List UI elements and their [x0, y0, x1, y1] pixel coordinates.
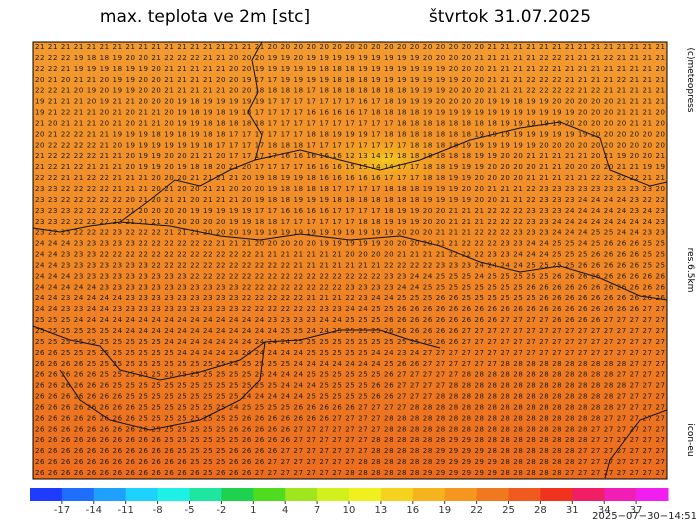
grid-row: 20 21 22 22 21 21 19 19 19 18 19 18 19 1…	[35, 130, 665, 138]
grid-row: 26 26 26 26 26 26 26 26 26 26 26 25 25 2…	[35, 447, 665, 455]
grid-row: 26 26 25 25 25 25 25 25 25 25 25 24 24 2…	[35, 349, 665, 357]
colorbar-segment	[476, 488, 509, 501]
colorbar: -17 -14 -11 -8 -5 -2 1 4 7 10 13 16 19 22 25 28 31 34 37	[30, 488, 669, 516]
value-grid: 21 21 21 21 21 21 21 21 21 21 21 21 21 2…	[35, 43, 666, 477]
grid-row: 26 26 26 26 26 26 26 26 26 26 25 25 25 2…	[35, 436, 665, 444]
grid-row: 23 22 23 22 22 22 23 22 22 22 21 21 21 2…	[35, 229, 665, 237]
grid-row: 24 24 23 23 23 22 22 22 22 22 22 22 22 2…	[35, 251, 665, 259]
grid-row: 23 23 22 22 22 22 21 21 21 20 21 20 20 2…	[35, 185, 665, 193]
grid-row: 26 26 26 26 26 26 26 26 25 25 25 25 25 2…	[35, 414, 665, 422]
grid-row: 26 26 26 26 26 26 26 26 26 25 25 25 25 2…	[35, 425, 665, 433]
grid-row: 26 26 26 26 26 25 25 25 25 25 25 25 25 2…	[35, 371, 665, 379]
cool-area	[315, 130, 455, 190]
grid-row: 21 20 21 21 21 20 21 20 21 21 20 19 19 1…	[35, 119, 665, 127]
title: max. teplota ve 2m [stc]	[100, 7, 310, 27]
colorbar-label: 1	[250, 505, 256, 516]
colorbar-label: 16	[406, 505, 419, 516]
colorbar-label: 7	[314, 505, 320, 516]
colorbar-segment	[508, 488, 541, 501]
model: icon-eu	[685, 423, 695, 456]
colorbar-label: 22	[470, 505, 483, 516]
colorbar-label: -14	[86, 505, 102, 516]
colorbar-segment	[317, 488, 350, 501]
colorbar-label: 13	[375, 505, 388, 516]
grid-row: 24 24 24 23 23 23 23 23 22 22 22 22 22 2…	[35, 240, 665, 248]
grid-row: 19 21 21 21 20 19 21 21 20 20 20 19 18 1…	[35, 98, 665, 106]
colorbar-label: 25	[502, 505, 515, 516]
grid-row: 26 26 26 26 26 26 26 26 25 25 25 25 25 2…	[35, 403, 665, 411]
colorbar-label: 34	[598, 505, 611, 516]
colorbar-label: -2	[216, 505, 226, 516]
grid-row: 22 22 22 19 18 18 19 20 20 21 22 22 22 2…	[35, 54, 665, 62]
colorbar-segment	[349, 488, 382, 501]
grid-row: 23 23 23 22 22 22 22 21 20 20 20 20 19 1…	[35, 207, 665, 215]
colorbar-segment	[604, 488, 637, 501]
colorbar-segment	[61, 488, 95, 501]
grid-row: 25 25 25 25 25 25 25 25 25 25 24 24 24 2…	[35, 338, 665, 346]
grid-row: 22 22 21 19 19 19 18 19 19 20 21 21 21 2…	[35, 65, 665, 73]
grid-row: 19 21 22 21 21 20 21 20 21 21 20 19 18 1…	[35, 109, 665, 117]
borders	[32, 41, 668, 479]
colorbar-label: 31	[566, 505, 579, 516]
grid-row: 26 26 26 26 26 26 26 26 26 26 26 26 25 2…	[35, 458, 665, 466]
grid-row: 26 26 26 26 26 26 25 25 25 25 25 25 25 2…	[35, 382, 665, 390]
colorbar-segment	[253, 488, 286, 501]
colorbar-segment	[93, 488, 127, 501]
colorbar-label: 28	[534, 505, 547, 516]
copyright: (c)meteopress	[685, 48, 695, 113]
grid-row: 25 25 25 24 24 24 24 24 24 24 24 24 24 2…	[35, 316, 665, 324]
colorbar-label: 19	[438, 505, 451, 516]
grid-row: 21 21 21 21 21 21 21 21 21 21 21 21 21 2…	[35, 43, 665, 51]
grid-row: 23 23 22 22 22 22 22 21 21 21 20 20 20 2…	[35, 218, 665, 226]
grid-row: 21 22 22 22 22 21 21 20 19 19 20 20 21 2…	[35, 152, 665, 160]
map-frame	[32, 41, 668, 480]
grid-row: 24 24 24 23 23 23 23 23 23 23 23 23 22 2…	[35, 272, 666, 280]
grid-row: 21 22 21 22 21 21 21 20 19 19 20 19 18 1…	[35, 163, 665, 171]
colorbar-label: -17	[54, 505, 70, 516]
map-field	[33, 42, 667, 479]
grid-row: 20 21 20 21 21 20 19 19 20 20 21 21 21 2…	[35, 76, 665, 84]
colorbar-segment	[221, 488, 254, 501]
colorbar-segment	[636, 488, 669, 501]
colorbar-segment	[285, 488, 318, 501]
grid-row: 26 26 26 26 26 26 26 25 25 25 25 25 25 2…	[35, 393, 665, 401]
colorbar-segment	[412, 488, 446, 501]
colorbar-label: -11	[118, 505, 134, 516]
colorbar-segment	[572, 488, 605, 501]
grid-row: 26 26 26 26 25 25 25 25 25 25 25 25 25 2…	[35, 360, 665, 368]
grid-row: 24 24 23 23 24 24 23 23 23 23 23 23 23 2…	[35, 305, 665, 313]
grid-row: 22 22 21 20 19 20 19 19 20 20 21 21 21 2…	[35, 87, 665, 95]
colorbar-segment	[125, 488, 159, 501]
resolution: res.6.5km	[685, 248, 695, 293]
colorbar-segment	[444, 488, 478, 501]
colorbar-label: -8	[153, 505, 163, 516]
date: štvrtok 31.07.2025	[429, 7, 591, 27]
grid-row: 24 24 23 24 24 24 24 23 23 23 23 23 23 2…	[35, 294, 666, 302]
grid-row: 24 24 24 24 24 23 23 23 23 23 23 23 23 2…	[35, 283, 666, 291]
colorbar-label: 10	[343, 505, 356, 516]
grid-row: 20 22 22 22 22 21 20 19 19 19 19 19 19 1…	[35, 141, 665, 149]
colorbar-segment	[157, 488, 190, 501]
grid-row: 23 23 22 22 22 22 22 20 21 20 21 21 20 2…	[35, 196, 665, 204]
grid-row: 25 25 25 25 25 25 24 24 24 24 24 24 24 2…	[35, 327, 665, 335]
colorbar-segment	[540, 488, 573, 501]
colorbar-segment	[30, 488, 63, 501]
colorbar-segment	[380, 488, 414, 501]
grid-row: 22 22 21 21 22 22 21 21 21 20 20 20 21 2…	[35, 174, 665, 182]
colorbar-label: 4	[282, 505, 288, 516]
colorbar-label: 37	[630, 505, 643, 516]
colorbar-label: -5	[185, 505, 195, 516]
grid-row: 24 24 23 23 23 23 23 23 23 22 22 22 22 2…	[35, 261, 665, 269]
colorbar-segment	[189, 488, 222, 501]
timestamp: 2025−07−30−14:51	[592, 511, 697, 522]
grid-row: 26 26 26 26 26 26 26 26 26 26 26 26 26 2…	[35, 469, 665, 477]
